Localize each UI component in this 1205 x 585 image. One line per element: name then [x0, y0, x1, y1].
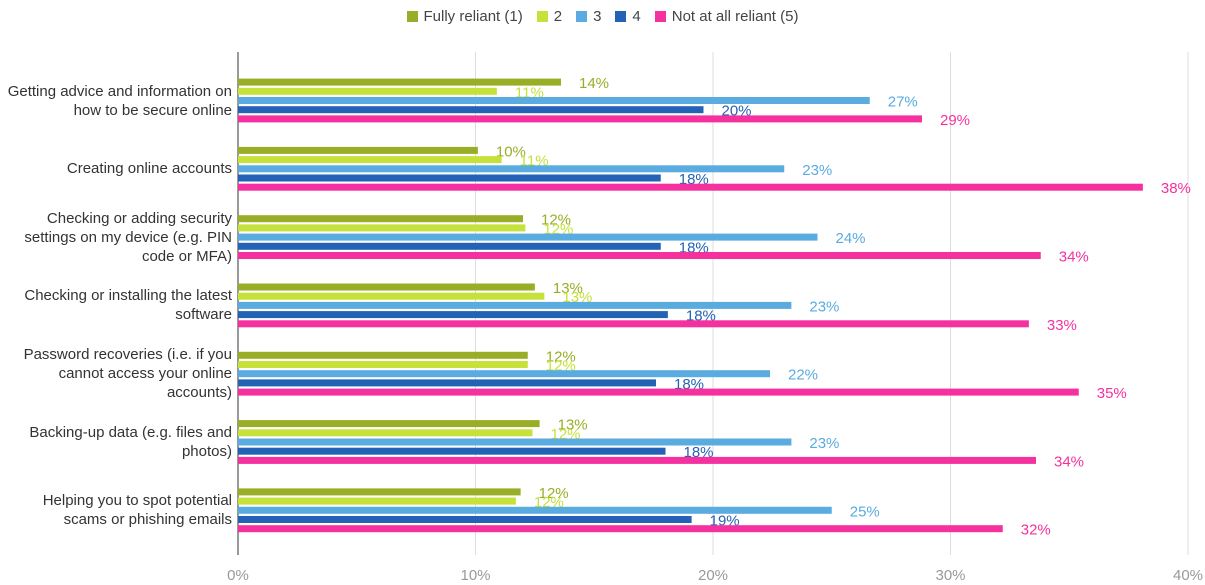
category-label: Getting advice and information on how to… [7, 82, 232, 119]
value-label: 23% [809, 435, 839, 452]
x-tick-label: 10% [460, 567, 490, 584]
bar [238, 174, 661, 182]
legend-item: 3 [576, 8, 601, 25]
legend-item: Fully reliant (1) [406, 8, 523, 25]
value-label: 33% [1047, 317, 1077, 334]
value-label: 23% [809, 298, 839, 315]
legend-label: 2 [553, 8, 563, 25]
bar [238, 388, 1079, 396]
value-label: 12% [546, 348, 576, 365]
legend-label: 4 [632, 8, 641, 25]
value-label: 27% [888, 93, 918, 110]
legend-label: Fully reliant (1) [423, 8, 523, 25]
value-label: 32% [1021, 522, 1051, 539]
bar [238, 516, 692, 523]
bar [238, 351, 528, 359]
bar [238, 115, 922, 123]
bar [238, 156, 502, 164]
value-label: 25% [850, 503, 880, 520]
bar [238, 224, 526, 232]
value-label: 29% [940, 112, 970, 129]
legend: Fully reliant (1) 2 3 4 Not at all reliant (… [0, 8, 1205, 25]
legend-label: Not at all reliant (5) [671, 8, 799, 25]
category-label: Backing-up data (e.g. files and photos) [29, 424, 232, 460]
bar [238, 379, 656, 387]
bar [238, 106, 704, 114]
bar [238, 97, 870, 104]
bar [238, 242, 661, 250]
category-label: Creating online accounts [66, 160, 232, 178]
bar [238, 506, 832, 514]
value-label: 34% [1059, 248, 1089, 265]
bar [238, 292, 545, 300]
bar [238, 87, 497, 95]
value-label: 13% [558, 417, 588, 434]
bar [238, 311, 668, 319]
category-label: Checking or installing the latest softwa… [24, 287, 232, 324]
bar [238, 456, 1036, 464]
bar [238, 361, 528, 368]
bar [238, 215, 523, 223]
bar [238, 370, 770, 378]
x-tick-label: 0% [227, 567, 249, 584]
bar [238, 252, 1041, 259]
x-tick-label: 40% [1173, 567, 1203, 584]
bar [238, 488, 521, 496]
bar [238, 420, 540, 428]
legend-label: 3 [593, 8, 602, 25]
legend-swatch [576, 11, 588, 22]
value-label: 14% [579, 75, 609, 92]
value-label: 12% [539, 485, 569, 502]
bar [238, 165, 785, 173]
x-tick-label: 20% [698, 567, 728, 584]
bar [238, 525, 1003, 533]
legend-item: Not at all reliant (5) [654, 8, 799, 25]
category-label: Password recoveries (i.e. if you cannot … [23, 346, 232, 402]
legend-item: 4 [615, 8, 641, 25]
legend-swatch [536, 11, 548, 22]
value-label: 24% [836, 230, 866, 247]
bar [238, 233, 818, 241]
value-label: 13% [553, 280, 583, 297]
bar [238, 78, 561, 86]
bar [238, 447, 666, 455]
value-label: 23% [802, 162, 832, 179]
category-label: Checking or adding security settings on … [24, 209, 232, 265]
bar [238, 301, 792, 309]
bar [238, 429, 533, 437]
bar [238, 146, 478, 154]
value-label: 22% [788, 367, 818, 384]
value-label: 38% [1161, 180, 1191, 197]
legend-swatch [615, 11, 627, 22]
value-label: 10% [496, 143, 526, 160]
value-label: 35% [1097, 385, 1127, 402]
legend-swatch [406, 11, 418, 22]
value-label: 34% [1054, 453, 1084, 470]
value-label: 12% [541, 212, 571, 229]
x-tick-label: 30% [935, 567, 965, 584]
bar [238, 283, 535, 291]
bar [238, 497, 516, 505]
bar [238, 438, 792, 446]
category-label: Helping you to spot potential scams or p… [42, 492, 232, 529]
legend-item: 2 [536, 8, 563, 25]
legend-swatch [654, 11, 666, 22]
bar [238, 320, 1029, 328]
bar [238, 183, 1143, 191]
